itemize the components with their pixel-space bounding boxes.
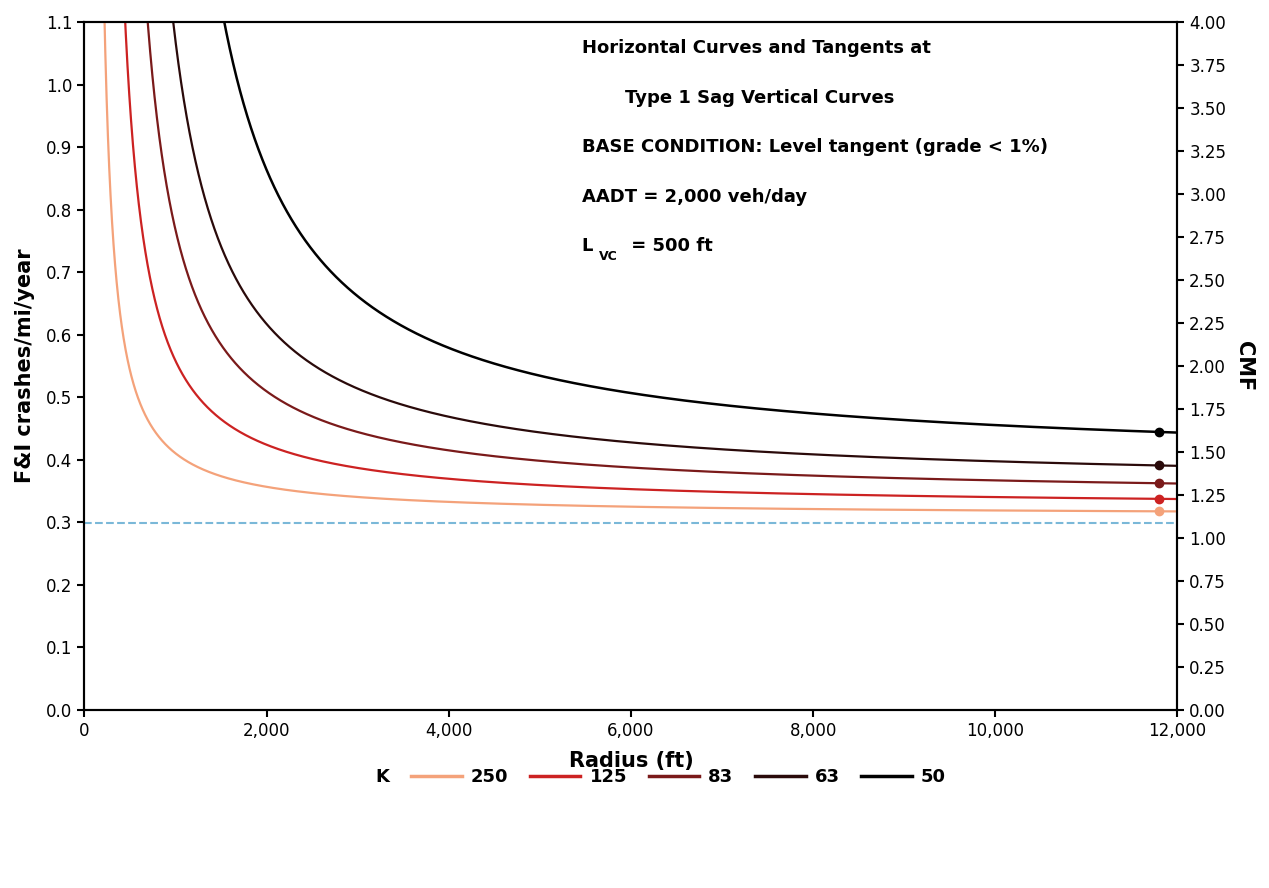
- Text: Type 1 Sag Vertical Curves: Type 1 Sag Vertical Curves: [626, 89, 895, 107]
- Text: Horizontal Curves and Tangents at: Horizontal Curves and Tangents at: [581, 39, 930, 57]
- Text: VC: VC: [599, 250, 618, 263]
- Text: BASE CONDITION: Level tangent (grade < 1%): BASE CONDITION: Level tangent (grade < 1…: [581, 139, 1048, 156]
- X-axis label: Radius (ft): Radius (ft): [569, 750, 693, 771]
- Y-axis label: CMF: CMF: [1233, 341, 1254, 391]
- Text: = 500 ft: = 500 ft: [626, 237, 713, 255]
- Y-axis label: F&I crashes/mi/year: F&I crashes/mi/year: [15, 249, 36, 483]
- Text: AADT = 2,000 veh/day: AADT = 2,000 veh/day: [581, 187, 807, 206]
- Text: L: L: [581, 237, 593, 255]
- Legend: K, 250, 125, 83, 63, 50: K, 250, 125, 83, 63, 50: [308, 761, 953, 794]
